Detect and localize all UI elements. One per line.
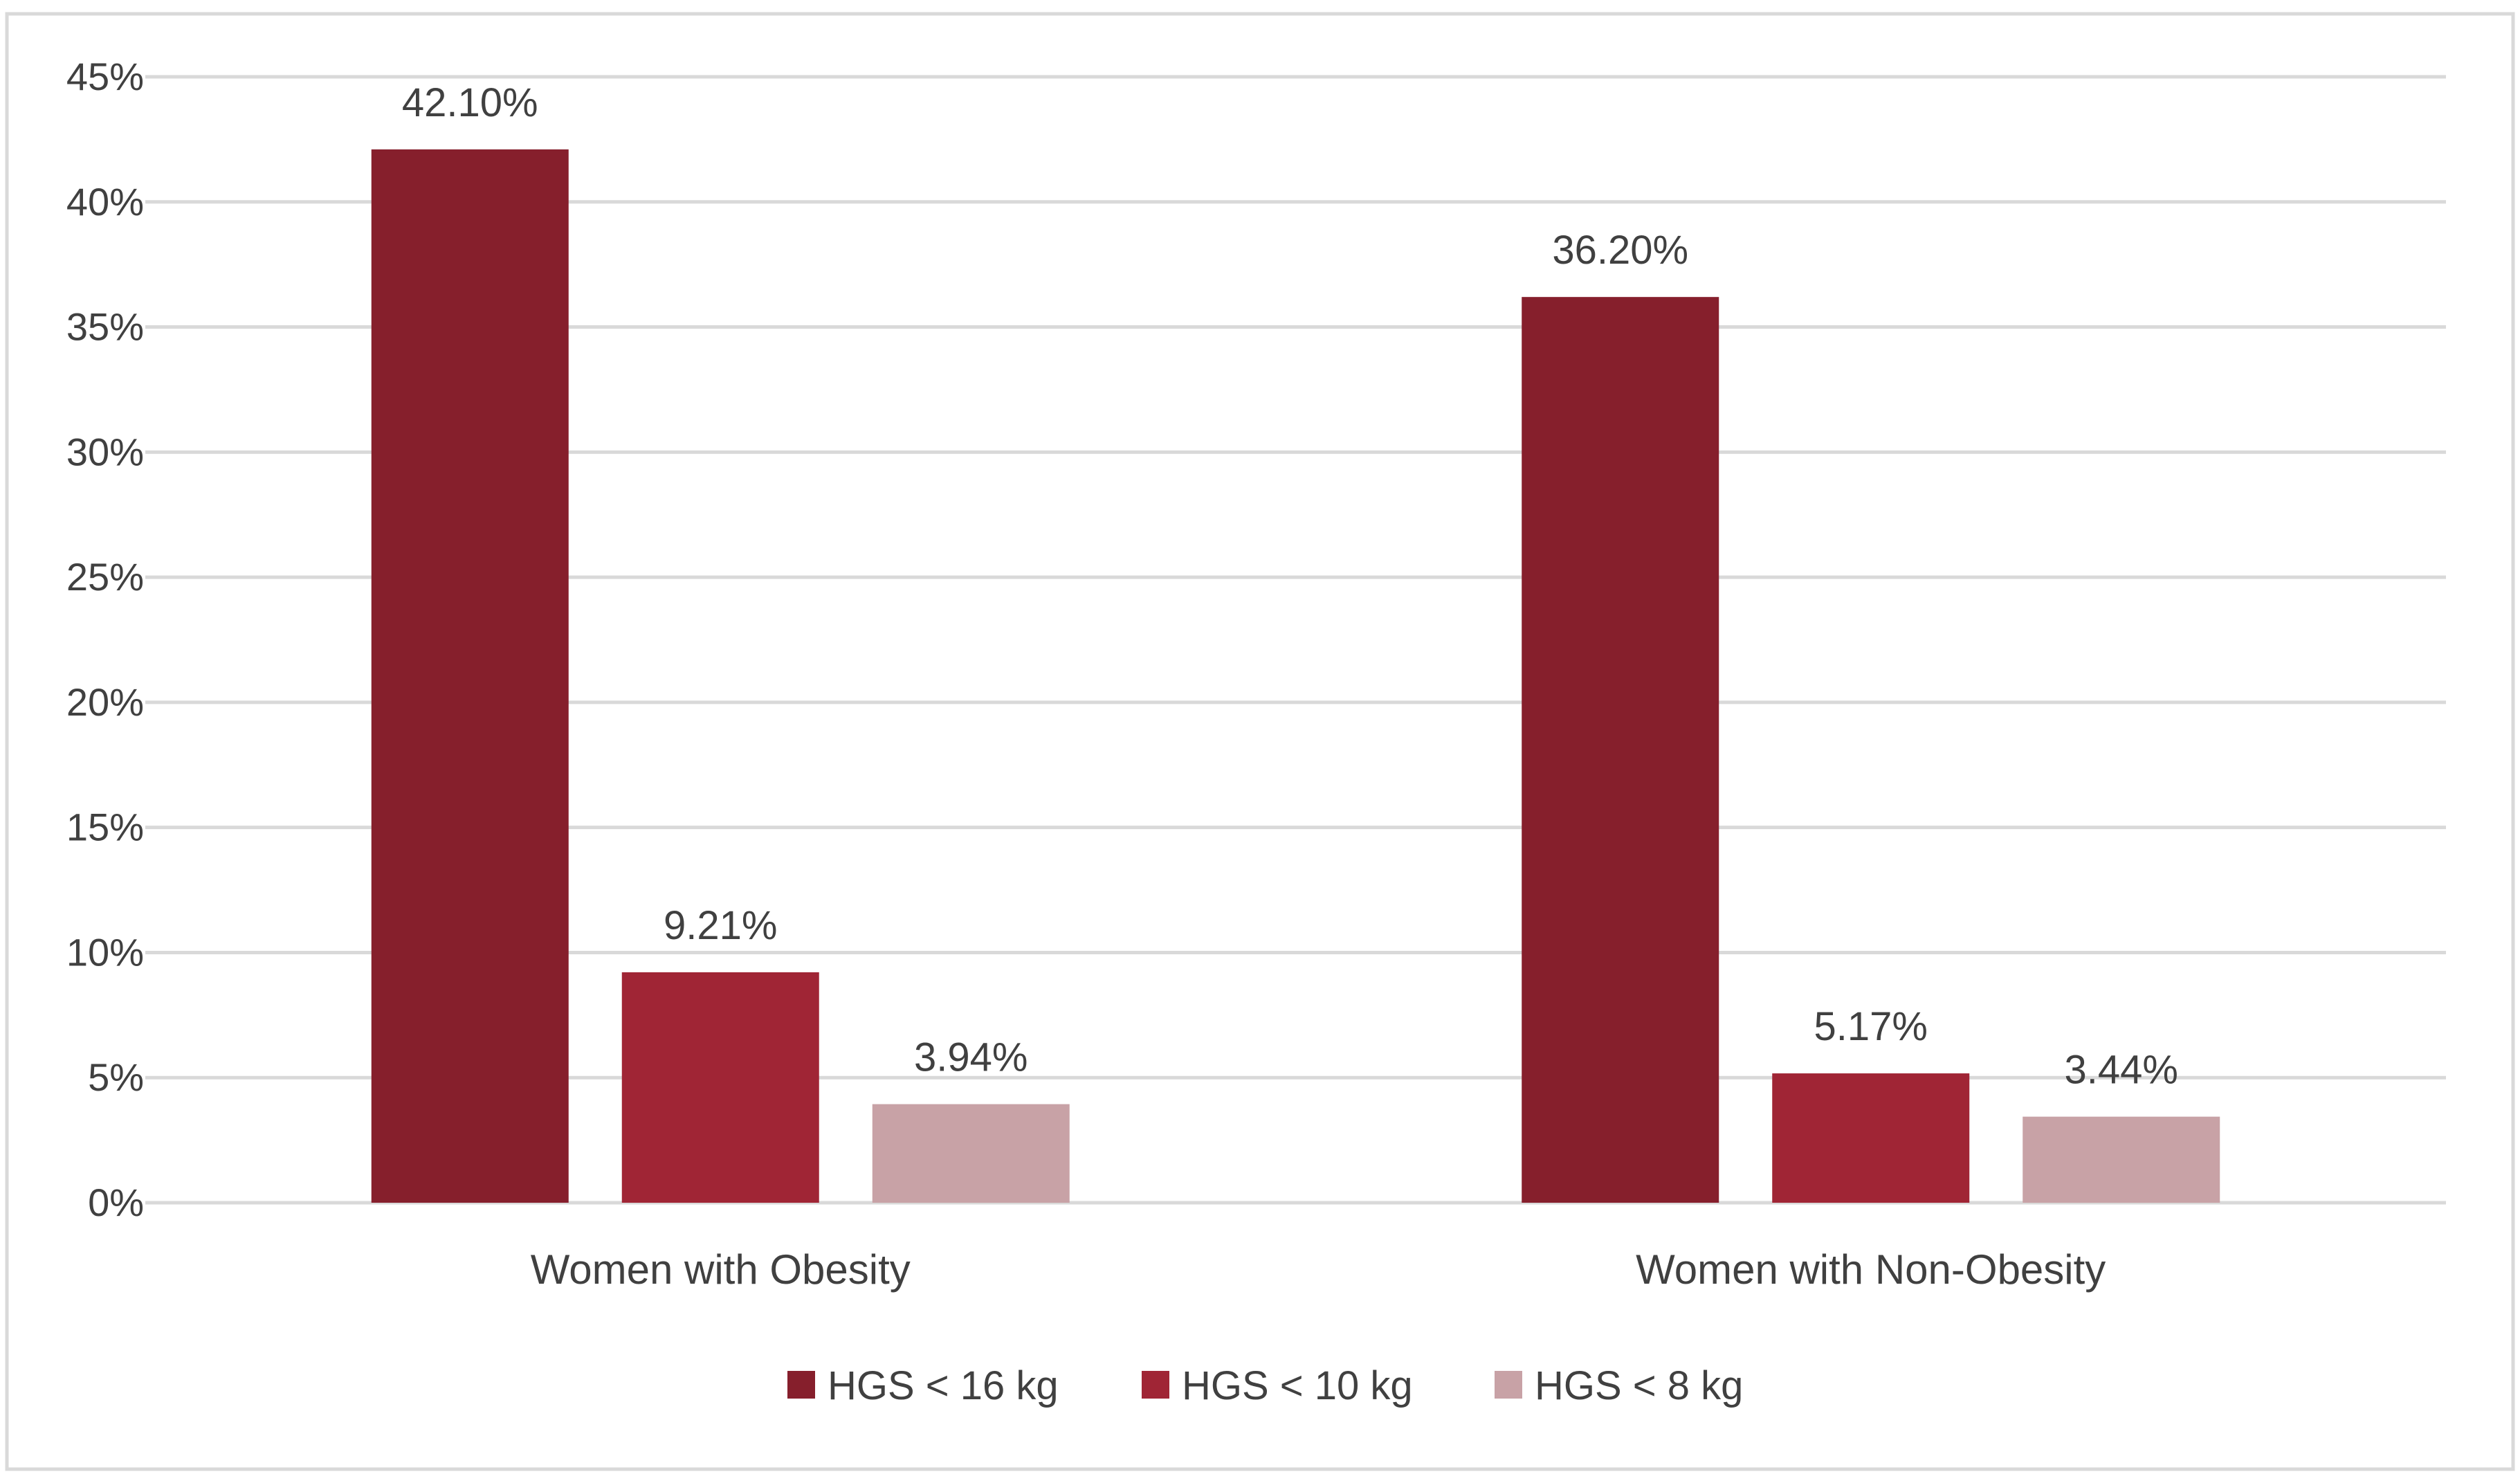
x-category-label: Women with Non-Obesity (1636, 1246, 2106, 1293)
data-label: 9.21% (664, 903, 777, 948)
x-axis-categories: Women with Obesity Women with Non-Obesity (531, 1246, 2106, 1293)
legend-label: HGS < 16 kg (828, 1363, 1059, 1408)
legend-swatch (787, 1371, 815, 1399)
legend-label: HGS < 10 kg (1182, 1363, 1413, 1408)
y-tick-label: 5% (88, 1055, 144, 1099)
bar (872, 1104, 1070, 1203)
y-tick-label: 10% (66, 930, 144, 974)
bar (1772, 1073, 1970, 1203)
bar (1522, 297, 1719, 1203)
legend: HGS < 16 kg HGS < 10 kg HGS < 8 kg (787, 1363, 1743, 1408)
bar (371, 149, 569, 1203)
y-tick-label: 25% (66, 555, 144, 599)
y-tick-label: 15% (66, 806, 144, 849)
bar (2023, 1116, 2220, 1203)
legend-swatch (1495, 1371, 1522, 1399)
x-category-label: Women with Obesity (531, 1246, 911, 1293)
y-axis-ticks: 0% 5% 10% 15% 20% 25% 30% 35% 40% 45% (66, 55, 144, 1224)
y-tick-label: 0% (88, 1181, 144, 1224)
y-tick-label: 20% (66, 680, 144, 724)
legend-label: HGS < 8 kg (1535, 1363, 1743, 1408)
data-label: 5.17% (1814, 1004, 1928, 1049)
data-labels: 42.10% 9.21% 3.94% 36.20% 5.17% 3.44% (402, 80, 2178, 1093)
y-tick-label: 45% (66, 55, 144, 98)
data-label: 36.20% (1552, 228, 1688, 273)
legend-swatch (1142, 1371, 1169, 1399)
data-label: 42.10% (402, 80, 538, 125)
data-label: 3.44% (2065, 1048, 2178, 1093)
y-tick-label: 40% (66, 180, 144, 224)
data-label: 3.94% (914, 1035, 1028, 1080)
y-tick-label: 30% (66, 430, 144, 473)
y-tick-label: 35% (66, 305, 144, 349)
bars (371, 149, 2220, 1203)
bar (621, 972, 819, 1203)
